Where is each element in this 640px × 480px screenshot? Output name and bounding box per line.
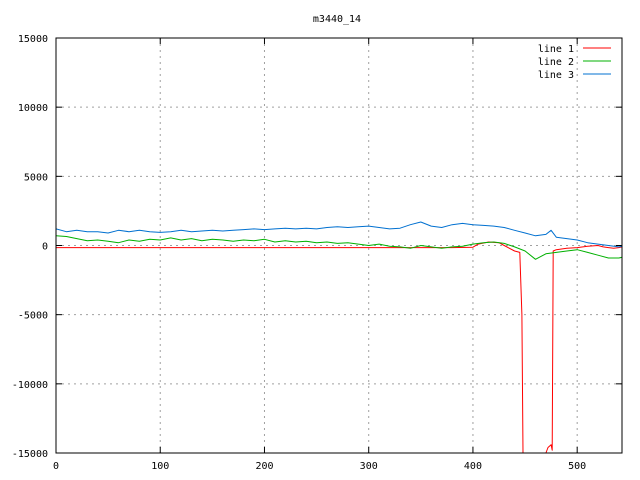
series-group	[56, 221, 622, 453]
y-tick-label: 10000	[18, 103, 48, 114]
y-axis: -15000 -10000 -5000 0 5000 10000 15000	[12, 34, 622, 460]
x-tick-label: 100	[151, 461, 169, 472]
x-tick-label: 200	[255, 461, 273, 472]
y-tick-label: -10000	[12, 380, 48, 391]
series-line-1	[56, 241, 622, 453]
grid	[56, 38, 622, 453]
legend: line 1 line 2 line 3	[538, 44, 611, 81]
legend-label-1: line 1	[538, 44, 574, 55]
y-tick-label: 15000	[18, 34, 48, 45]
chart-title: m3440_14	[313, 14, 361, 25]
y-tick-label: 0	[42, 242, 48, 253]
series-line-2	[56, 235, 622, 260]
x-tick-label: 400	[464, 461, 482, 472]
x-axis: 0 100 200 300 400 500	[53, 38, 586, 472]
legend-label-2: line 2	[538, 57, 574, 68]
x-tick-label: 300	[360, 461, 378, 472]
plot-frame	[55, 37, 623, 454]
y-tick-label: -15000	[12, 449, 48, 460]
x-tick-label: 0	[53, 461, 59, 472]
legend-label-3: line 3	[538, 70, 574, 81]
y-tick-label: 5000	[24, 172, 48, 183]
x-tick-label: 500	[568, 461, 586, 472]
series-line-3	[56, 221, 622, 248]
y-tick-label: -5000	[18, 311, 48, 322]
